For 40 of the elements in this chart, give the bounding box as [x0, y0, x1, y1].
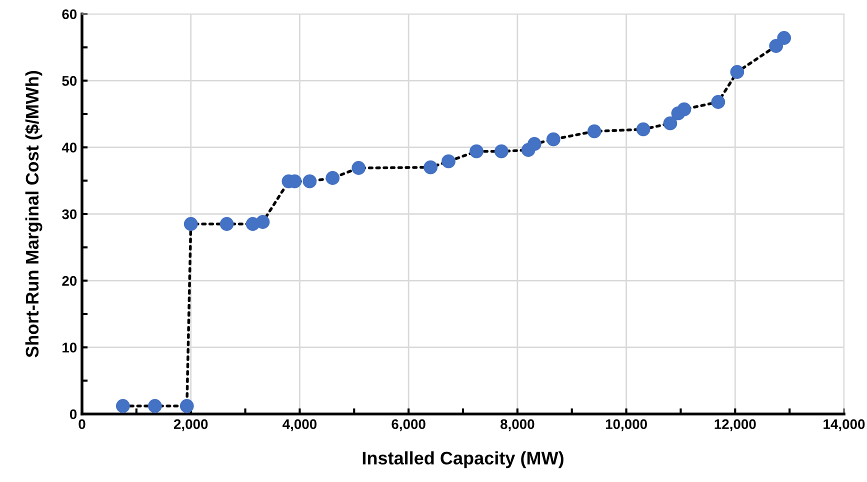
point — [184, 217, 198, 231]
x-tick-label: 10,000 — [606, 419, 647, 432]
point — [148, 399, 162, 413]
y-tick-label: 50 — [62, 76, 77, 86]
point — [711, 95, 726, 109]
y-tick-label: 10 — [62, 342, 77, 353]
y-tick-label: 0 — [70, 409, 77, 420]
point — [730, 65, 744, 79]
y-tick-label: 40 — [62, 142, 77, 153]
y-axis-title: Short-Run Marginal Cost ($/MWh) — [25, 70, 42, 358]
x-tick-label: 6,000 — [392, 419, 426, 432]
point — [302, 174, 317, 188]
point — [424, 160, 438, 174]
x-tick-label: 8,000 — [500, 419, 534, 432]
x-tick-label: 4,000 — [282, 419, 317, 432]
point — [677, 102, 692, 116]
point — [527, 137, 542, 151]
point — [636, 122, 650, 136]
point — [470, 144, 484, 158]
point — [663, 116, 678, 130]
point — [256, 215, 270, 229]
x-tick-label: 14,000 — [824, 419, 865, 432]
point — [352, 161, 366, 175]
y-tick-label: 30 — [62, 209, 77, 220]
point — [220, 217, 234, 231]
x-tick-label: 2,000 — [174, 419, 208, 432]
point — [546, 132, 560, 146]
y-tick-label: 60 — [62, 9, 77, 20]
point — [180, 399, 194, 413]
point — [587, 124, 602, 138]
point — [326, 171, 340, 185]
point — [769, 39, 784, 53]
x-tick-label: 0 — [78, 419, 86, 430]
point — [494, 144, 508, 158]
x-tick-label: 12,000 — [714, 419, 756, 432]
point — [116, 399, 130, 413]
y-tick-label: 20 — [62, 276, 77, 286]
x-axis-title: Installed Capacity (MW) — [362, 451, 564, 468]
point — [442, 154, 456, 168]
point — [777, 31, 792, 45]
